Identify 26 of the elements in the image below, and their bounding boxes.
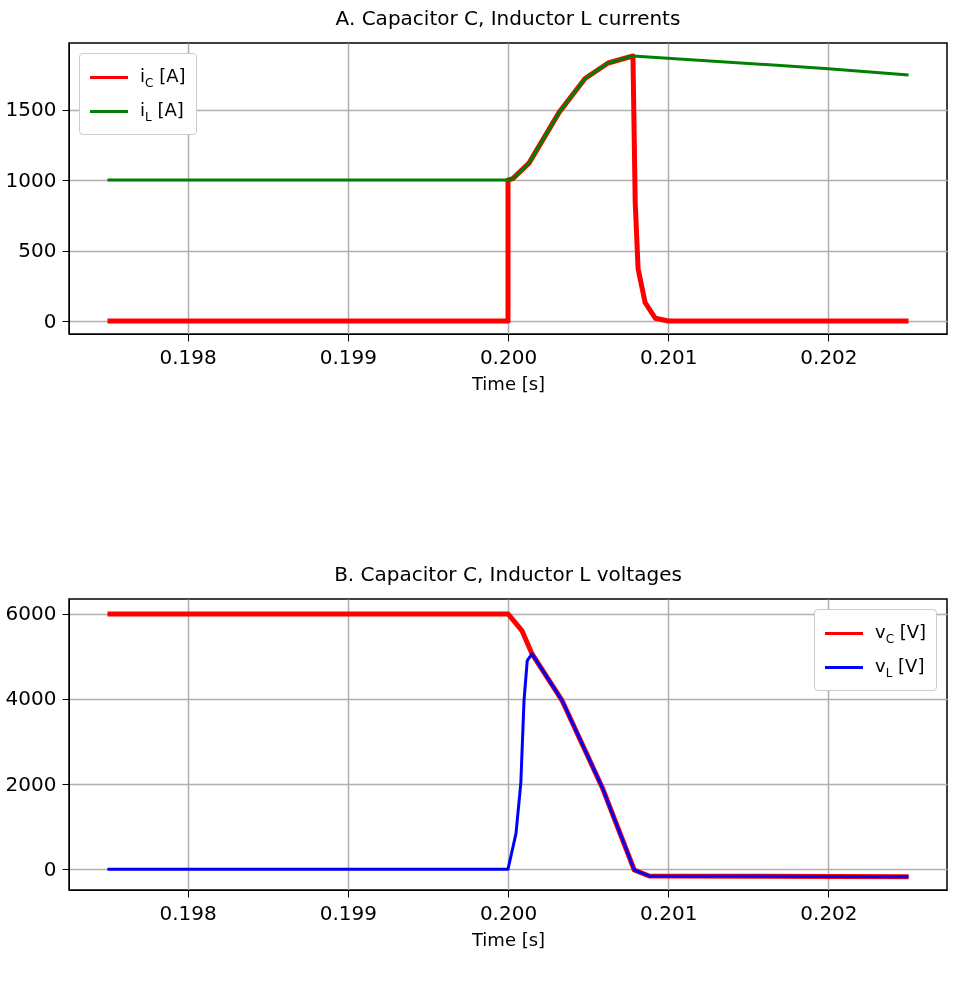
x-tick-label: 0.200 xyxy=(479,900,538,925)
y-tick-label: 0 xyxy=(43,308,57,333)
legend-label: v$_{L}$ [V] xyxy=(875,654,925,680)
legend-label: i$_{L}$ [A] xyxy=(140,98,184,124)
x-axis-title: Time [s] xyxy=(470,928,546,950)
x-tick-label: 0.202 xyxy=(800,900,858,925)
y-tick-label: 2000 xyxy=(5,771,57,796)
x-tick-label: 0.202 xyxy=(800,344,858,369)
x-tick-label: 0.201 xyxy=(640,900,698,925)
y-tick-label: 4000 xyxy=(5,686,57,711)
x-tick-label: 0.199 xyxy=(319,344,377,369)
y-tick-label: 500 xyxy=(18,238,57,263)
x-axis-title: Time [s] xyxy=(470,372,546,394)
y-tick-label: 0 xyxy=(43,856,57,881)
chart-title: B. Capacitor C, Inductor L voltages xyxy=(334,562,682,586)
x-tick-label: 0.198 xyxy=(159,900,217,925)
legend-label: i$_{C}$ [A] xyxy=(140,64,186,90)
chart-title: A. Capacitor C, Inductor L currents xyxy=(335,6,681,30)
legend-label: v$_{C}$ [V] xyxy=(875,620,927,646)
y-tick-label: 6000 xyxy=(5,601,57,626)
y-tick-label: 1000 xyxy=(5,167,57,192)
y-tick-label: 1500 xyxy=(5,97,57,122)
x-tick-label: 0.200 xyxy=(479,344,538,369)
x-tick-label: 0.201 xyxy=(640,344,698,369)
x-tick-label: 0.199 xyxy=(319,900,377,925)
x-tick-label: 0.198 xyxy=(159,344,217,369)
